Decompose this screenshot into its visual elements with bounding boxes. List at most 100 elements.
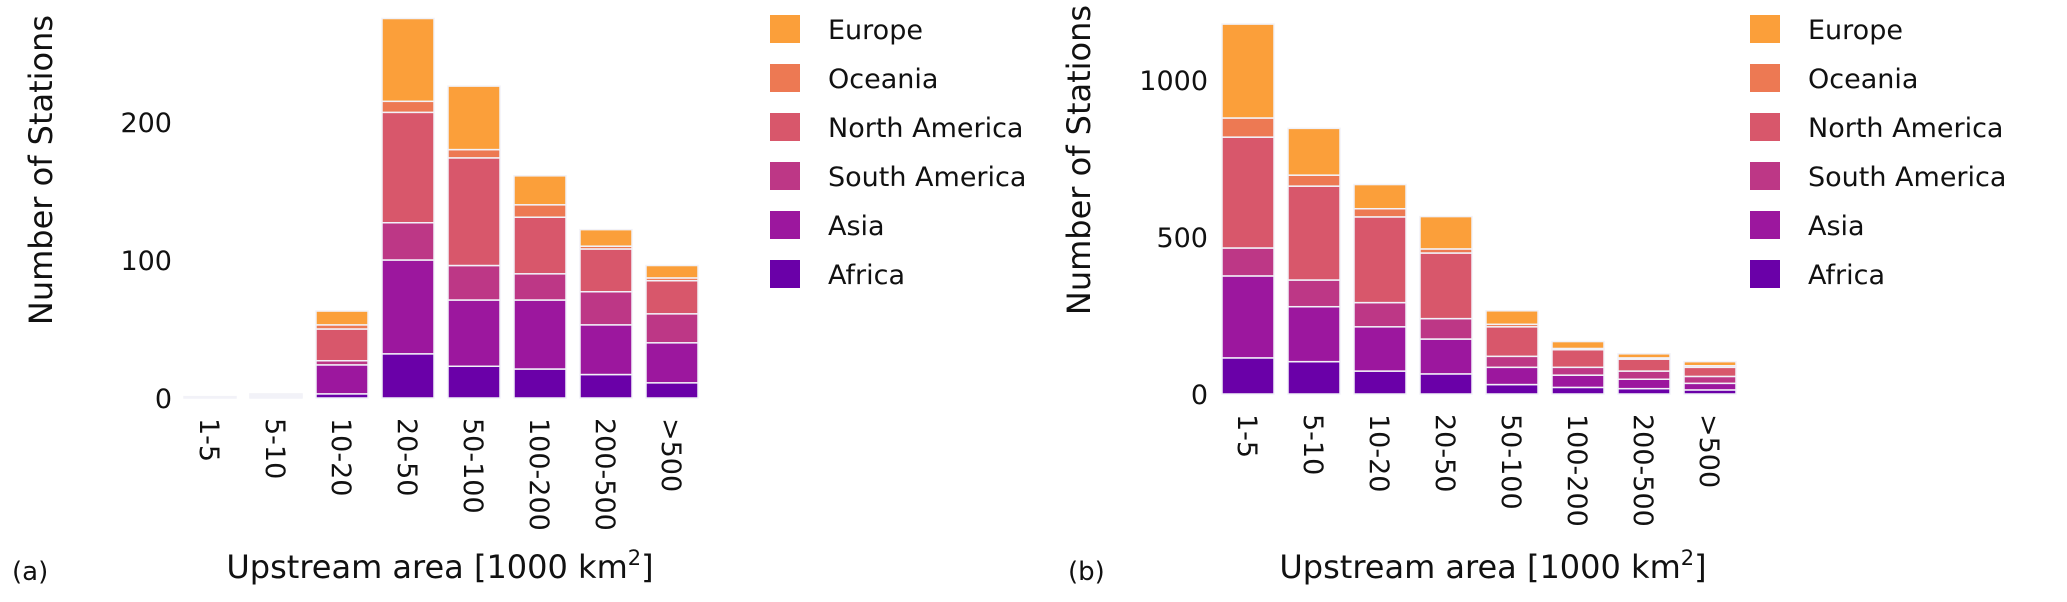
y-axis-label: Number of Stations [1060, 5, 1098, 315]
bar-segment-south-america [1683, 375, 1737, 385]
bar-segment-south-america [1551, 366, 1605, 376]
bar-segment-asia [315, 364, 369, 395]
bar-segment-africa [513, 368, 567, 399]
bar-segment-south-america [1221, 247, 1275, 277]
bar-segment-asia [1353, 326, 1407, 372]
bar-segment-oceania [1287, 174, 1341, 187]
bar-segment-south-america [1485, 355, 1539, 369]
bar-segment-south-america [1419, 317, 1473, 340]
bar-segment-north-america [579, 248, 633, 293]
bar-segment-asia [513, 299, 567, 370]
bar-segment-north-america [1551, 348, 1605, 369]
panel-label: (b) [1068, 557, 1105, 587]
y-tick-label: 0 [155, 384, 172, 415]
bar-segment-asia [1419, 338, 1473, 375]
bar-segment-europe [1485, 310, 1539, 326]
bar-segment-europe [447, 85, 501, 151]
bar-segment-south-america [381, 221, 435, 261]
legend-label: Europe [828, 15, 923, 46]
bar-segment-europe [1617, 353, 1671, 359]
chart-panel-b: 0 500 1000 Number of Stations 1-5 5-10 10-20 20… [1060, 5, 2006, 587]
legend-label: South America [1808, 162, 2006, 193]
y-axis-label: Number of Stations [22, 15, 60, 325]
legend-swatch [1750, 211, 1780, 239]
bar-segment-asia [183, 395, 237, 399]
bar-segment-europe [1683, 360, 1737, 367]
legend-label: Oceania [828, 64, 938, 95]
bar-segment-oceania [1221, 117, 1275, 138]
legend-label: Asia [828, 211, 885, 242]
legend-swatch [1750, 113, 1780, 141]
x-tick-label: 20-50 [1429, 414, 1460, 492]
bar-segment-north-america [381, 111, 435, 224]
legend-swatch [770, 211, 800, 239]
bar-segment-north-america [315, 328, 369, 362]
bar-segment-africa [1287, 360, 1341, 395]
legend-label: Asia [1808, 211, 1865, 242]
bar-segment-asia [1287, 305, 1341, 363]
legend-label: North America [828, 113, 1023, 144]
y-tick-label: 200 [120, 108, 172, 139]
bar-segment-europe [1551, 340, 1605, 350]
bar-segment-south-america [513, 273, 567, 301]
legend-swatch [1750, 260, 1780, 288]
bar-segment-oceania [447, 148, 501, 159]
bar-segment-africa [579, 373, 633, 399]
bar-segment-oceania [1353, 207, 1407, 218]
legend-label: South America [828, 162, 1026, 193]
x-tick-label: >500 [655, 418, 686, 492]
bar-segment-north-america [1485, 326, 1539, 358]
legend-label: Africa [828, 260, 905, 291]
x-axis-label: Upstream area [1000 km2] [1279, 546, 1706, 586]
x-tick-label: 5-10 [1297, 414, 1328, 475]
legend-swatch [770, 113, 800, 141]
bar-segment-europe [513, 175, 567, 206]
x-tick-label: 10-20 [325, 418, 356, 496]
bar-segment-europe [645, 264, 699, 279]
x-tick-label: 100-200 [1561, 414, 1592, 527]
bar-segment-north-america [1287, 185, 1341, 281]
legend-swatch [770, 162, 800, 190]
legend-swatch [1750, 15, 1780, 43]
bar-segment-north-america [1419, 252, 1473, 320]
bar-segment-asia [1551, 374, 1605, 389]
bar-segment-oceania [513, 204, 567, 218]
legend-label: Europe [1808, 15, 1903, 46]
y-tick-label: 500 [1156, 223, 1208, 254]
x-tick-label: 200-500 [1627, 414, 1658, 527]
legend-swatch [770, 260, 800, 288]
bar-segment-north-america [1683, 366, 1737, 378]
bar-segment-asia [1617, 378, 1671, 390]
bar-segment-north-america [645, 279, 699, 315]
bar-segment-north-america [1617, 358, 1671, 372]
x-tick-label: 5-10 [259, 418, 290, 479]
x-tick-label: 20-50 [391, 418, 422, 496]
bar-segment-asia [1683, 382, 1737, 391]
bar-segment-africa [1485, 383, 1539, 395]
bar-segment-south-america [579, 290, 633, 326]
bar-segment-north-america [447, 157, 501, 267]
legend-swatch [770, 15, 800, 43]
x-tick-label: 100-200 [523, 418, 554, 531]
bar-segment-europe [579, 228, 633, 247]
x-tick-label: 50-100 [1495, 414, 1526, 510]
y-tick-label: 100 [120, 246, 172, 277]
x-tick-label: 1-5 [193, 418, 224, 462]
bar-segment-asia [1485, 366, 1539, 386]
x-tick-label: >500 [1693, 414, 1724, 488]
bar-segment-africa [1221, 357, 1275, 395]
bar-segment-europe [1221, 23, 1275, 119]
panel-label: (a) [12, 557, 48, 587]
bar-segment-south-america [645, 313, 699, 344]
chart-panel-a: 0 100 200 Number of Stations 1-5 5-10 10-20 20-… [12, 15, 1026, 587]
legend-label: Oceania [1808, 64, 1918, 95]
x-axis-label: Upstream area [1000 km2] [226, 546, 653, 586]
x-tick-label: 50-100 [457, 418, 488, 514]
bar-segment-oceania [381, 100, 435, 114]
bar-segment-africa [1617, 387, 1671, 395]
x-tick-label: 200-500 [589, 418, 620, 531]
bar-segment-africa [1419, 373, 1473, 395]
bar-segment-europe [381, 17, 435, 103]
